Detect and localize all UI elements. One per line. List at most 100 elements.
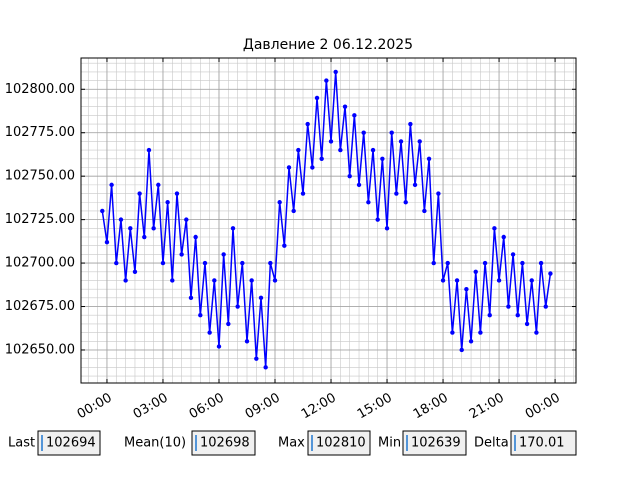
point <box>146 147 152 153</box>
point <box>128 226 133 231</box>
point <box>482 260 488 266</box>
point <box>319 156 324 162</box>
stat-value: 102694 <box>46 436 96 451</box>
point <box>431 260 436 266</box>
point <box>524 321 530 327</box>
point <box>436 191 441 196</box>
point <box>118 217 124 222</box>
point <box>282 243 287 248</box>
point <box>342 104 348 109</box>
point <box>520 260 525 266</box>
point <box>333 69 338 75</box>
stat-label: Min <box>378 436 401 451</box>
plot-frame <box>80 57 577 384</box>
point <box>244 339 250 344</box>
point <box>548 271 553 276</box>
point <box>534 330 539 335</box>
point <box>202 260 208 266</box>
point <box>356 182 362 188</box>
point <box>478 330 483 335</box>
stat-box <box>307 430 371 456</box>
point <box>286 165 292 170</box>
point <box>501 234 506 240</box>
point <box>352 113 357 118</box>
y-tick-label: 102675.00 <box>5 299 75 314</box>
point <box>258 295 264 301</box>
point <box>160 260 166 266</box>
point <box>464 286 469 292</box>
point <box>268 260 273 266</box>
point <box>132 269 138 274</box>
point <box>538 260 544 266</box>
stat-value: 170.01 <box>519 436 565 451</box>
point <box>114 260 119 266</box>
point <box>370 147 376 153</box>
stat-label: Delta <box>474 436 509 451</box>
point <box>529 278 534 283</box>
point <box>361 130 366 135</box>
stat-value: 102810 <box>316 436 366 451</box>
stat-label: Last <box>8 436 35 451</box>
point <box>193 234 198 240</box>
y-tick-label: 102700.00 <box>5 256 75 271</box>
point <box>412 182 418 188</box>
point <box>468 339 474 344</box>
point <box>170 278 175 283</box>
point <box>347 173 352 179</box>
point <box>226 321 231 327</box>
point <box>263 365 268 370</box>
point <box>254 356 259 361</box>
point <box>291 208 296 214</box>
point <box>207 330 212 335</box>
point <box>188 295 194 301</box>
point <box>324 78 329 83</box>
chart-title: Давление 2 06.12.2025 <box>243 37 413 53</box>
point <box>151 226 156 231</box>
point <box>473 269 478 274</box>
point <box>389 130 394 135</box>
point <box>305 121 310 127</box>
point <box>310 165 315 170</box>
point <box>408 121 413 127</box>
stat-value: 102698 <box>200 436 250 451</box>
point <box>174 191 180 196</box>
stat-box <box>191 430 256 456</box>
point <box>216 344 222 349</box>
y-tick-label: 102725.00 <box>5 212 75 227</box>
point <box>300 191 306 196</box>
point <box>506 304 511 309</box>
point <box>212 278 217 283</box>
point <box>492 226 497 231</box>
point <box>543 304 548 309</box>
point <box>123 278 128 283</box>
point <box>440 278 446 283</box>
y-tick-label: 102775.00 <box>5 125 75 140</box>
point <box>510 252 516 257</box>
point <box>198 313 203 318</box>
point <box>314 95 320 101</box>
point <box>142 234 147 240</box>
stat-label: Max <box>278 436 305 451</box>
point <box>394 191 399 196</box>
point <box>338 147 343 153</box>
point <box>328 139 334 144</box>
y-tick-label: 102800.00 <box>5 82 75 97</box>
point <box>235 304 240 309</box>
point <box>450 330 455 335</box>
stat-value: 102639 <box>411 436 461 451</box>
point <box>487 313 492 318</box>
point <box>417 139 422 144</box>
point <box>100 208 105 214</box>
point <box>230 226 236 231</box>
point <box>184 217 189 222</box>
stat-box <box>402 430 467 456</box>
point <box>459 347 464 353</box>
point <box>515 313 520 318</box>
point <box>454 278 460 283</box>
stat-box <box>510 430 577 456</box>
point <box>249 278 254 283</box>
point <box>426 156 432 162</box>
point <box>179 252 184 257</box>
point <box>296 147 301 153</box>
